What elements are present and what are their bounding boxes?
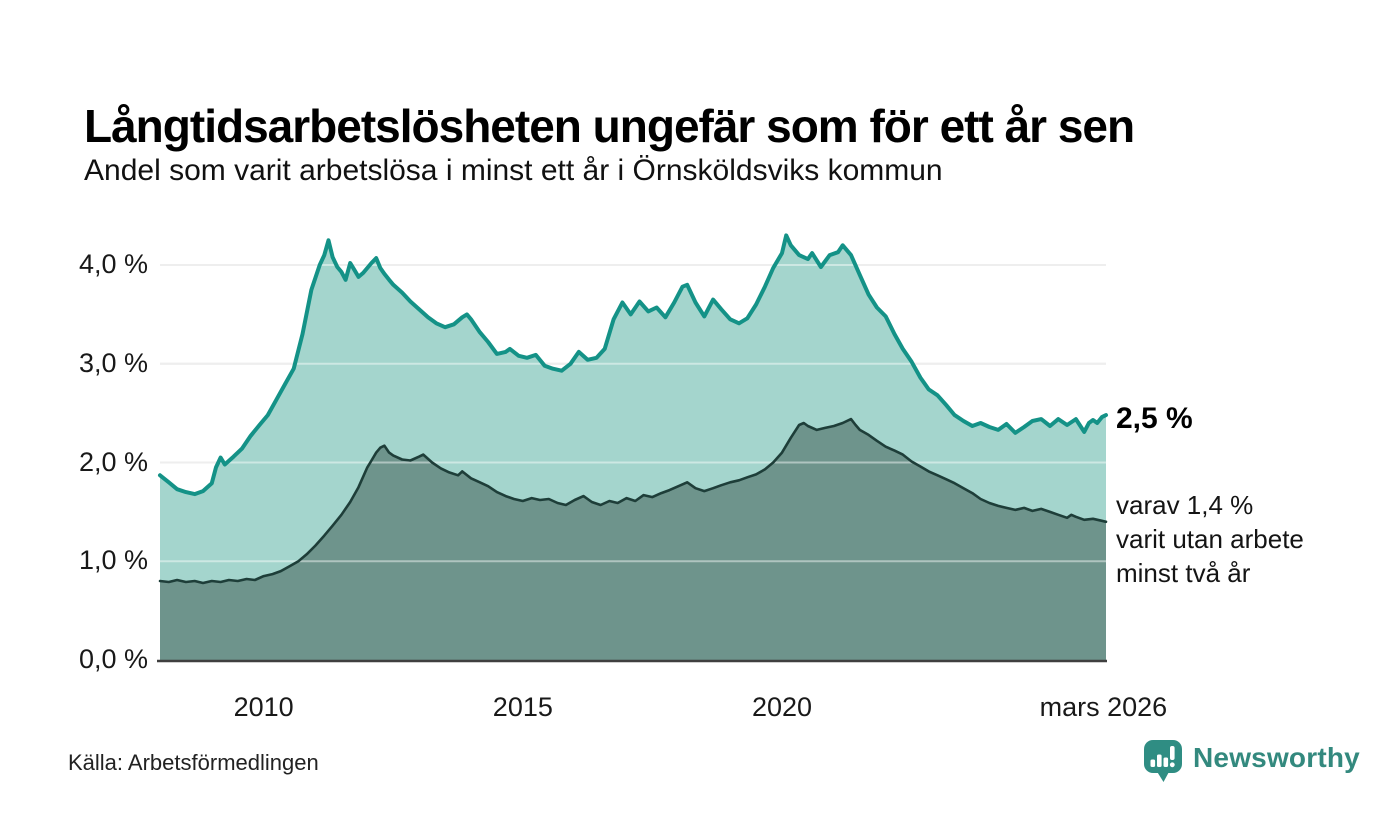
x-tick-label: mars 2026 <box>1039 692 1168 722</box>
series-two-year-annotation: varav 1,4 % varit utan arbete minst två … <box>1116 489 1304 590</box>
series-end-value-label: 2,5 % <box>1116 402 1193 435</box>
page-subtitle: Andel som varit arbetslösa i minst ett å… <box>84 154 943 187</box>
newsworthy-logo-icon <box>1144 740 1182 782</box>
series-area-min-two-years <box>160 419 1106 660</box>
x-tick-label: 2015 <box>492 692 553 722</box>
y-tick-label: 4,0 % <box>78 249 148 279</box>
newsworthy-logo: Newsworthy <box>1143 739 1360 787</box>
source-note: Källa: Arbetsförmedlingen <box>68 750 319 775</box>
x-tick-label: 2010 <box>233 692 294 722</box>
page-title: Långtidsarbetslösheten ungefär som för e… <box>84 99 1135 152</box>
annotation-line: minst två år <box>1116 557 1251 588</box>
series-line-min-one-year <box>158 233 1108 497</box>
y-tick-label: 1,0 % <box>78 545 148 576</box>
annotation-line: varit utan arbete <box>1116 523 1304 554</box>
y-tick-label: 3,0 % <box>78 347 148 378</box>
series-line-min-two-years <box>158 417 1108 585</box>
y-tick-label: 2,0 % <box>78 446 148 477</box>
x-tick-label: 2020 <box>751 692 813 722</box>
brand-name: Newsworthy <box>1193 742 1360 773</box>
y-tick-label: 0,0 % <box>78 644 148 674</box>
annotation-line: varav 1,4 % <box>1116 490 1254 520</box>
